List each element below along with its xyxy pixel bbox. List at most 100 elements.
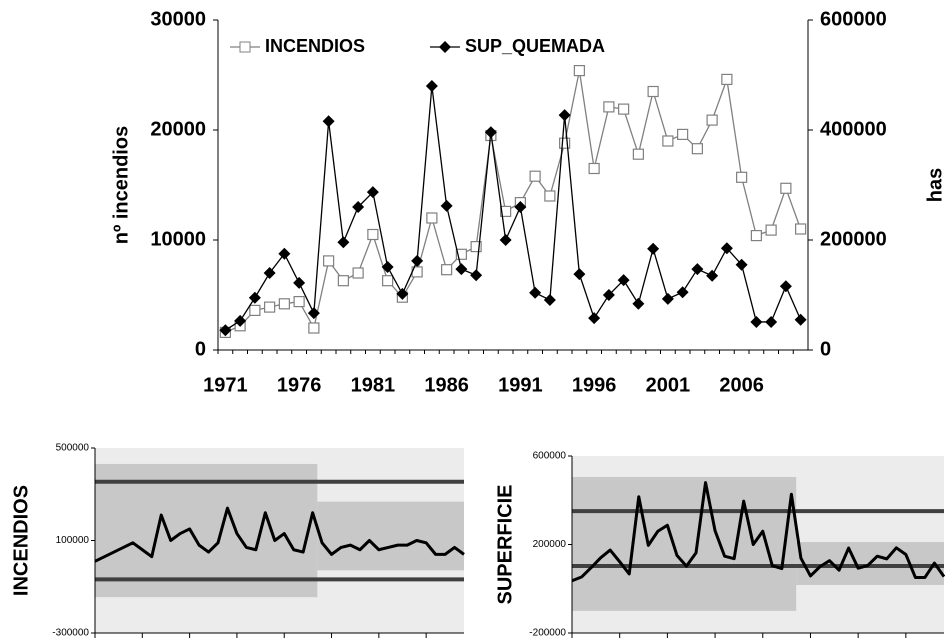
marker xyxy=(352,201,365,213)
marker xyxy=(529,286,542,299)
marker xyxy=(661,292,674,305)
marker xyxy=(691,143,703,155)
x-tick-label: 1986 xyxy=(424,374,469,396)
y-axis-title: nº incendios xyxy=(110,126,132,244)
marker xyxy=(750,230,762,242)
marker xyxy=(588,162,600,175)
marker xyxy=(544,190,556,202)
marker xyxy=(618,103,630,115)
marker xyxy=(425,80,438,92)
y-tick-label: 100000 xyxy=(56,535,90,546)
marker xyxy=(307,307,320,320)
marker xyxy=(543,293,556,306)
marker xyxy=(322,115,335,128)
marker xyxy=(470,241,482,253)
marker xyxy=(617,274,630,287)
legend-symbol xyxy=(239,41,251,53)
marker xyxy=(248,291,261,304)
marker xyxy=(558,109,571,122)
marker xyxy=(647,85,659,98)
control-band xyxy=(95,463,318,598)
marker xyxy=(602,289,615,301)
y2-tick-label: 400000 xyxy=(820,118,887,140)
marker xyxy=(603,101,615,113)
marker xyxy=(337,275,349,287)
marker xyxy=(440,199,453,212)
control-band xyxy=(572,477,797,611)
legend-label: INCENDIOS xyxy=(265,36,365,56)
marker xyxy=(794,313,807,326)
marker xyxy=(219,324,232,337)
legend-symbol xyxy=(439,41,451,53)
marker xyxy=(632,148,644,160)
marker xyxy=(662,135,674,147)
y-tick-label: 200000 xyxy=(533,539,567,550)
marker xyxy=(381,260,394,273)
y-tick-label: 30000 xyxy=(150,8,206,30)
marker xyxy=(632,297,645,310)
marker xyxy=(426,212,438,224)
legend-marker xyxy=(239,41,251,53)
marker xyxy=(779,280,792,293)
marker xyxy=(396,287,409,300)
marker xyxy=(263,267,276,279)
marker xyxy=(780,182,792,194)
marker xyxy=(721,73,733,86)
marker xyxy=(499,234,512,246)
x-tick-label: 2001 xyxy=(646,374,691,396)
marker xyxy=(795,223,807,235)
marker xyxy=(691,263,704,276)
marker xyxy=(765,224,777,236)
y-tick-label: -200000 xyxy=(529,628,566,639)
legend-marker xyxy=(439,41,451,53)
marker xyxy=(308,322,320,334)
marker xyxy=(382,275,394,287)
marker xyxy=(559,137,571,149)
marker xyxy=(735,258,748,271)
marker xyxy=(647,242,660,255)
marker xyxy=(293,276,306,289)
series-line xyxy=(225,70,802,333)
marker xyxy=(765,315,778,328)
marker xyxy=(278,247,291,260)
marker xyxy=(234,314,247,327)
marker xyxy=(323,255,335,267)
x-tick-label: 1991 xyxy=(498,374,543,396)
marker xyxy=(677,128,689,140)
y-tick-label: 20000 xyxy=(150,118,206,140)
marker xyxy=(529,170,541,182)
marker xyxy=(264,301,276,313)
y2-axis-title: has xyxy=(924,168,946,202)
y-tick-label: 0 xyxy=(195,338,206,360)
marker xyxy=(366,186,379,199)
y2-tick-label: 600000 xyxy=(820,8,887,30)
marker xyxy=(249,304,261,316)
control-band xyxy=(317,501,464,571)
x-tick-label: 1996 xyxy=(572,374,617,396)
marker xyxy=(455,263,468,276)
marker xyxy=(293,296,305,308)
marker xyxy=(411,254,424,267)
y2-tick-label: 0 xyxy=(820,338,831,360)
x-tick-label: 2006 xyxy=(719,374,764,396)
marker xyxy=(352,267,364,279)
marker xyxy=(514,201,527,213)
marker xyxy=(720,242,733,255)
marker xyxy=(441,264,453,276)
marker xyxy=(484,126,497,139)
y2-tick-label: 200000 xyxy=(820,228,887,250)
x-tick-label: 1976 xyxy=(277,374,322,396)
marker xyxy=(706,114,718,126)
series-line xyxy=(571,481,946,583)
series-line xyxy=(94,506,465,563)
x-tick-label: 1981 xyxy=(351,374,396,396)
legend-label: SUP_QUEMADA xyxy=(465,36,605,56)
y-axis-title: INCENDIOS xyxy=(10,485,32,596)
y-tick-label: -300000 xyxy=(52,628,89,639)
series-line xyxy=(225,85,802,331)
marker xyxy=(470,269,483,282)
y-tick-label: 600000 xyxy=(533,451,567,462)
x-tick-label: 1971 xyxy=(203,374,248,396)
marker xyxy=(337,236,350,249)
